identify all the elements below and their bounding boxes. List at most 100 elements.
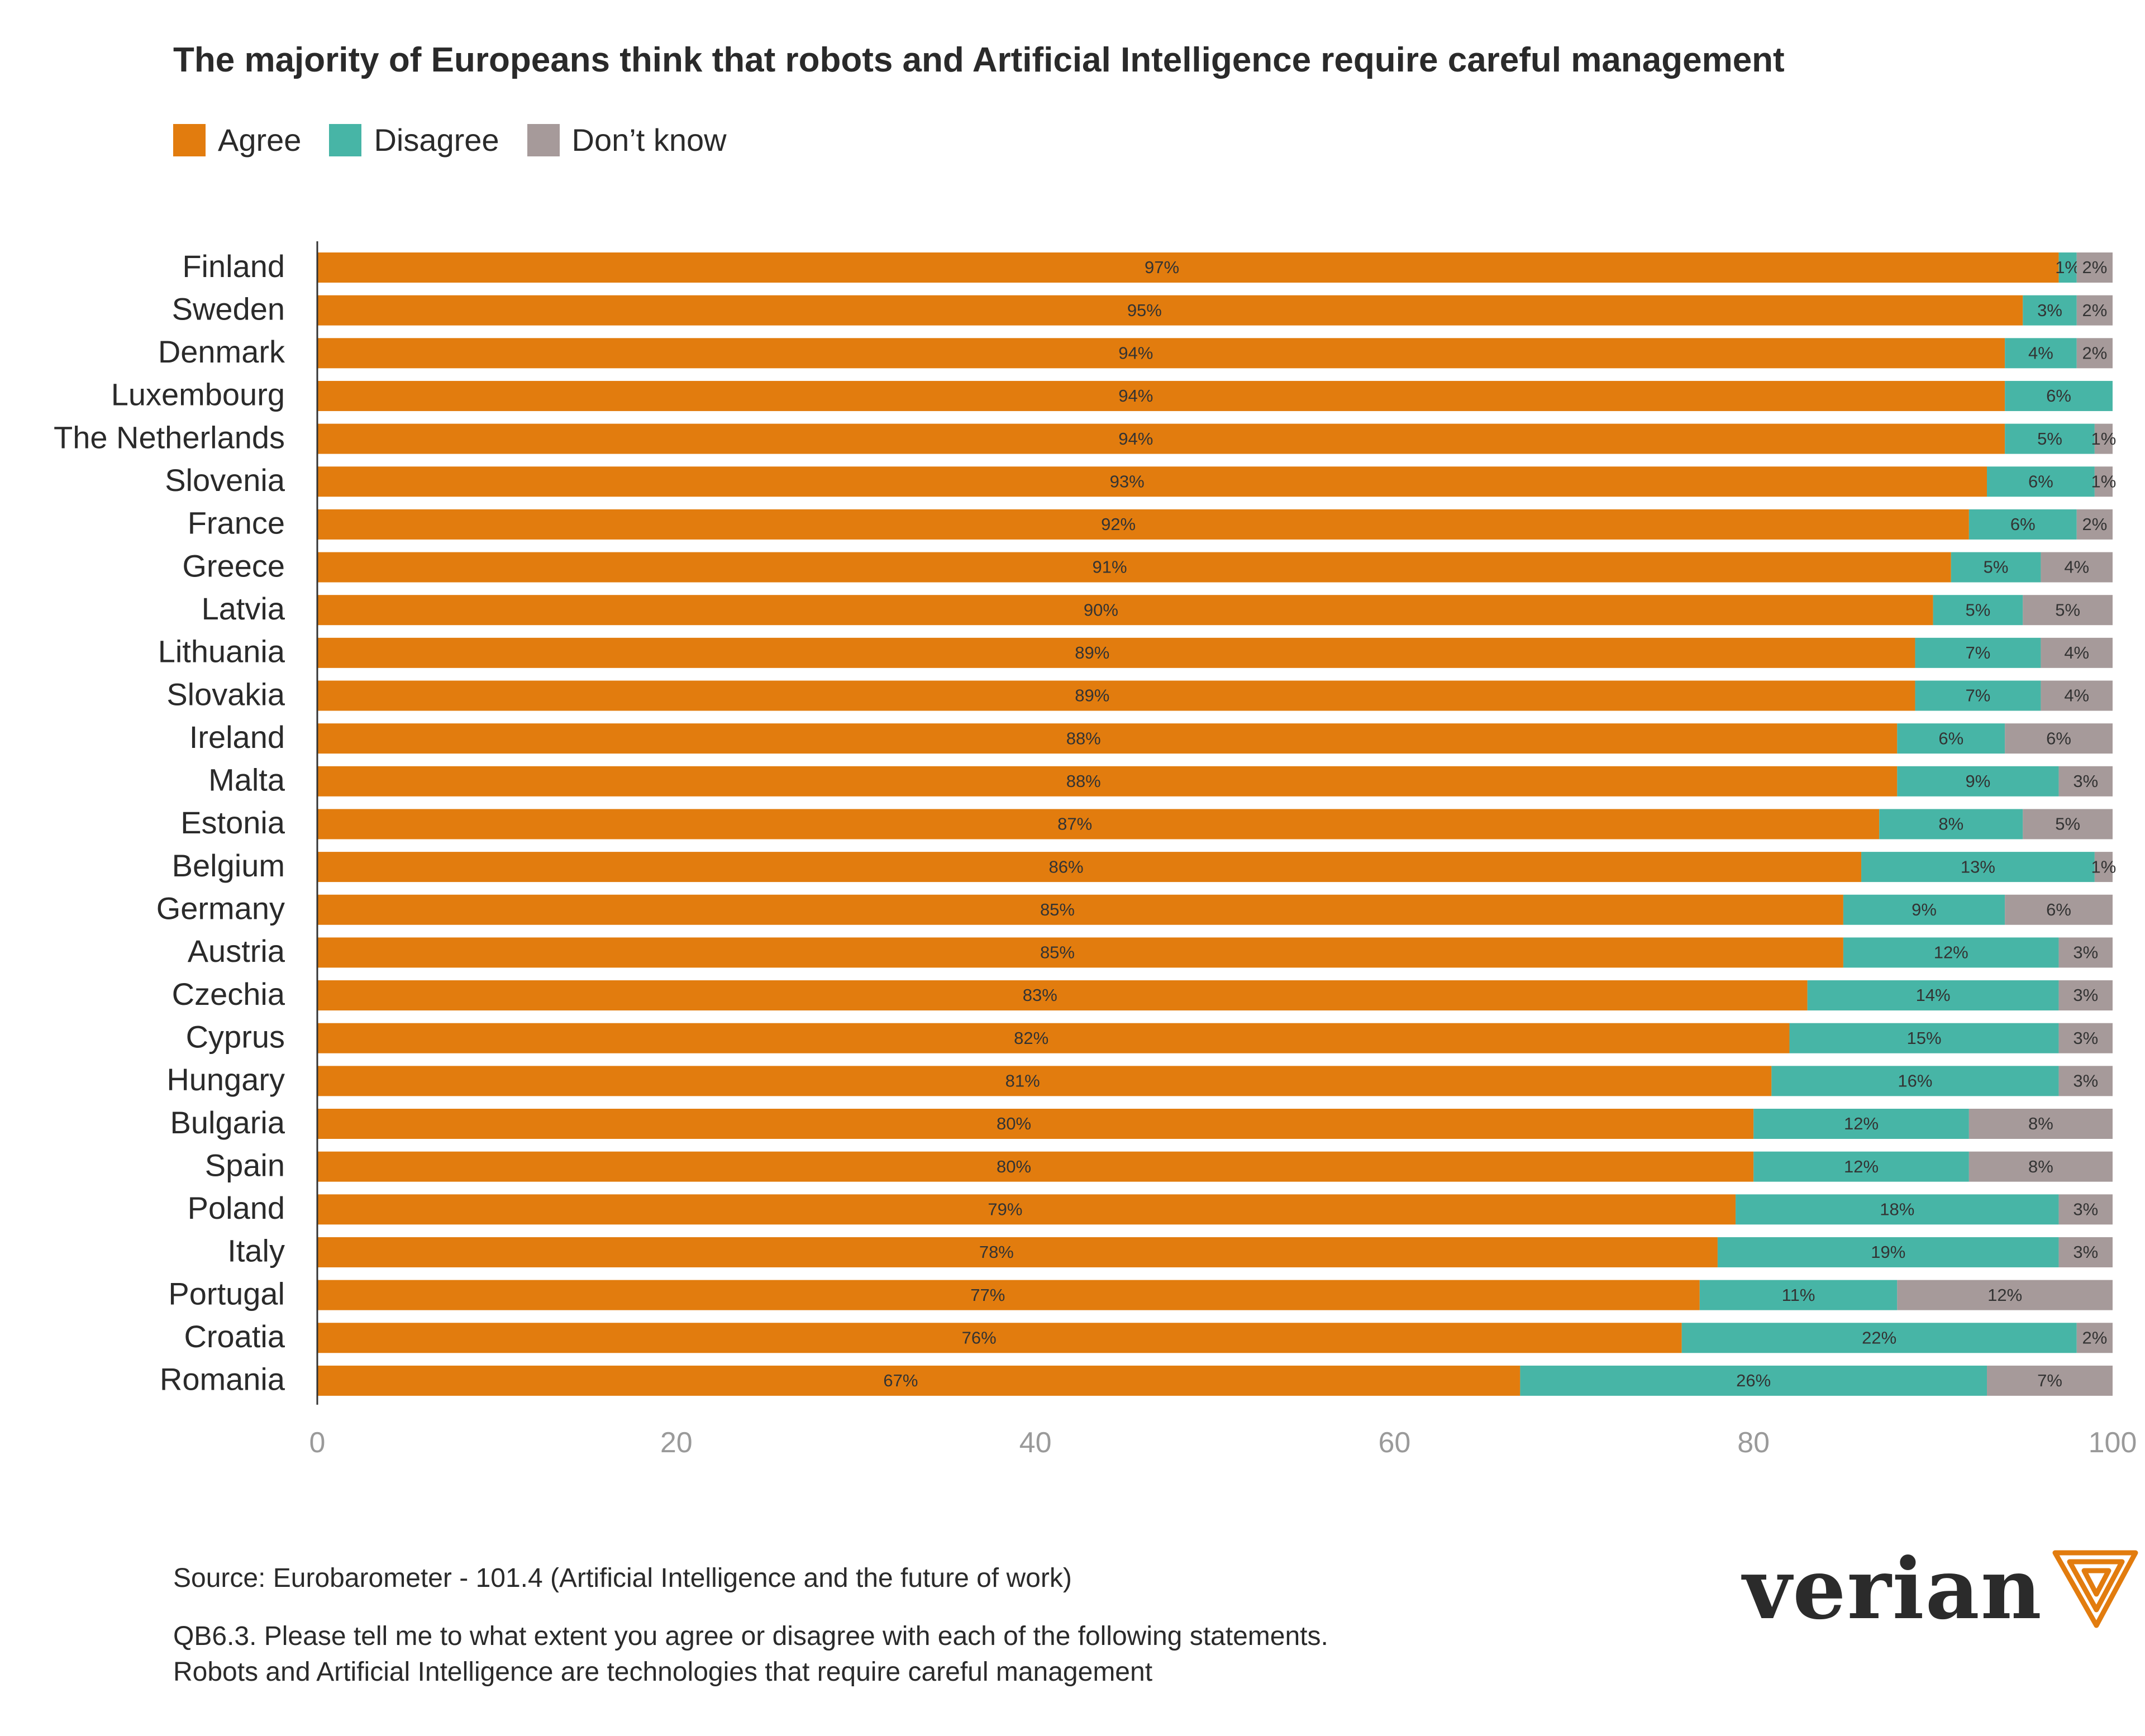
data-label-don-t-know-romania: 7% [2037, 1371, 2062, 1390]
bar-segment-disagree-sweden [2023, 295, 2077, 326]
x-tick-label-0: 0 [309, 1427, 326, 1459]
data-label-disagree-luxembourg: 6% [2046, 386, 2071, 406]
data-label-agree-bulgaria: 80% [997, 1114, 1031, 1133]
category-label-hungary: Hungary [166, 1062, 285, 1097]
legend-label-dont-know: Don’t know [571, 122, 727, 158]
bar-segment-agree-cyprus [317, 1023, 1790, 1053]
data-label-disagree-sweden: 3% [2037, 301, 2062, 320]
data-label-don-t-know-poland: 3% [2073, 1199, 2098, 1219]
bar-segment-disagree-denmark [2005, 338, 2077, 369]
category-label-portugal: Portugal [168, 1276, 285, 1311]
data-label-don-t-know-denmark: 2% [2082, 343, 2107, 363]
data-label-don-t-know-lithuania: 4% [2064, 643, 2089, 662]
category-label-denmark: Denmark [158, 334, 285, 369]
bar-segment-disagree-finland [2058, 252, 2077, 283]
bar-segment-agree-slovakia [317, 680, 1915, 711]
category-label-austria: Austria [188, 933, 285, 969]
question-line-2: Robots and Artificial Intelligence are t… [173, 1657, 1153, 1687]
data-label-don-t-know-hungary: 3% [2073, 1071, 2098, 1091]
data-label-disagree-the-netherlands: 5% [2037, 429, 2062, 449]
bar-segment-don-t-know-poland [2058, 1194, 2113, 1225]
category-label-bulgaria: Bulgaria [170, 1105, 285, 1140]
bar-segment-disagree-slovenia [1987, 466, 2095, 497]
data-label-agree-cyprus: 82% [1014, 1028, 1048, 1048]
data-label-disagree-slovakia: 7% [1966, 686, 1991, 705]
bar-segment-disagree-cyprus [1789, 1023, 2059, 1053]
bar-segment-disagree-germany [1843, 894, 2005, 925]
data-label-disagree-portugal: 11% [1782, 1285, 1815, 1305]
category-label-luxembourg: Luxembourg [111, 377, 285, 412]
legend-item-disagree: Disagree [329, 122, 499, 158]
category-label-estonia: Estonia [180, 805, 285, 840]
data-label-agree-romania: 67% [883, 1371, 918, 1390]
bar-segment-don-t-know-france [2076, 509, 2113, 540]
category-label-finland: Finland [182, 249, 285, 284]
data-label-agree-hungary: 81% [1005, 1071, 1040, 1091]
category-label-greece: Greece [182, 548, 285, 583]
data-label-disagree-poland: 18% [1880, 1199, 1914, 1219]
category-label-slovakia: Slovakia [166, 676, 285, 712]
bar-segment-disagree-latvia [1933, 595, 2023, 626]
bar-segment-don-t-know-denmark [2076, 338, 2113, 369]
data-label-disagree-denmark: 4% [2028, 343, 2053, 363]
legend: Agree Disagree Don’t know [173, 122, 755, 158]
category-label-belgium: Belgium [172, 848, 285, 883]
bar-segment-disagree-bulgaria [1753, 1109, 1969, 1139]
data-label-disagree-spain: 12% [1844, 1157, 1879, 1176]
source-note: Source: Eurobarometer - 101.4 (Artificia… [173, 1563, 1072, 1593]
bar-segment-agree-finland [317, 252, 2059, 283]
data-label-disagree-lithuania: 7% [1966, 643, 1991, 662]
data-label-disagree-italy: 19% [1871, 1242, 1905, 1262]
bar-segment-agree-latvia [317, 595, 1933, 626]
data-label-don-t-know-czechia: 3% [2073, 985, 2098, 1005]
bar-segment-agree-romania [317, 1365, 1520, 1396]
bar-segment-disagree-hungary [1771, 1066, 2059, 1096]
legend-item-agree: Agree [173, 122, 301, 158]
data-label-disagree-romania: 26% [1736, 1371, 1771, 1390]
data-label-agree-finland: 97% [1145, 257, 1179, 277]
bar-segment-don-t-know-spain [1968, 1151, 2113, 1182]
chart-title: The majority of Europeans think that rob… [173, 41, 1785, 79]
bar-segment-agree-luxembourg [317, 380, 2005, 411]
bar-segment-don-t-know-cyprus [2058, 1023, 2113, 1053]
bar-segment-agree-france [317, 509, 1969, 540]
bar-segment-disagree-estonia [1879, 809, 2023, 840]
bar-segment-don-t-know-germany [2005, 894, 2113, 925]
bar-segment-disagree-lithuania [1915, 637, 2041, 668]
bar-segment-disagree-croatia [1681, 1323, 2077, 1353]
bar-segment-disagree-spain [1753, 1151, 1969, 1182]
bar-segment-agree-malta [317, 766, 1898, 797]
category-label-slovenia: Slovenia [165, 462, 285, 498]
bar-segment-agree-portugal [317, 1280, 1700, 1310]
bar-segment-agree-the-netherlands [317, 423, 2005, 454]
data-label-don-t-know-greece: 4% [2064, 557, 2089, 577]
category-label-latvia: Latvia [202, 591, 285, 626]
stacked-bar-chart: Finland 97% 1% 2%Sweden 95% 3% 2%Denmark 94% 4% 2… [54, 241, 2137, 1459]
bar-segment-agree-czechia [317, 980, 1808, 1011]
data-label-don-t-know-france: 2% [2082, 514, 2107, 534]
bar-segment-agree-belgium [317, 852, 1862, 883]
data-label-don-t-know-ireland: 6% [2046, 728, 2071, 748]
data-label-don-t-know-italy: 3% [2073, 1242, 2098, 1262]
bar-segment-don-t-know-finland [2076, 252, 2113, 283]
data-label-disagree-slovenia: 6% [2028, 471, 2053, 491]
bar-segment-don-t-know-latvia [2023, 595, 2113, 626]
question-line-1: QB6.3. Please tell me to what extent you… [173, 1621, 1328, 1651]
bar-segment-disagree-the-netherlands [2005, 423, 2095, 454]
bar-segment-agree-hungary [317, 1066, 1772, 1096]
legend-swatch-agree [173, 123, 206, 156]
data-label-agree-slovenia: 93% [1110, 471, 1145, 491]
category-label-italy: Italy [227, 1233, 285, 1268]
bar-segment-agree-estonia [317, 809, 1880, 840]
bar-segment-don-t-know-the-netherlands [2094, 423, 2113, 454]
data-label-agree-luxembourg: 94% [1118, 386, 1153, 406]
category-label-spain: Spain [205, 1147, 285, 1182]
data-label-don-t-know-estonia: 5% [2055, 814, 2080, 834]
bar-segment-agree-sweden [317, 295, 2023, 326]
bar-segment-disagree-france [1968, 509, 2077, 540]
logo-wordmark: verian [1743, 1540, 2043, 1638]
data-label-agree-the-netherlands: 94% [1118, 429, 1153, 449]
data-label-agree-ireland: 88% [1066, 728, 1101, 748]
bar-segment-disagree-luxembourg [2005, 380, 2113, 411]
data-label-disagree-finland: 1% [2055, 257, 2080, 277]
